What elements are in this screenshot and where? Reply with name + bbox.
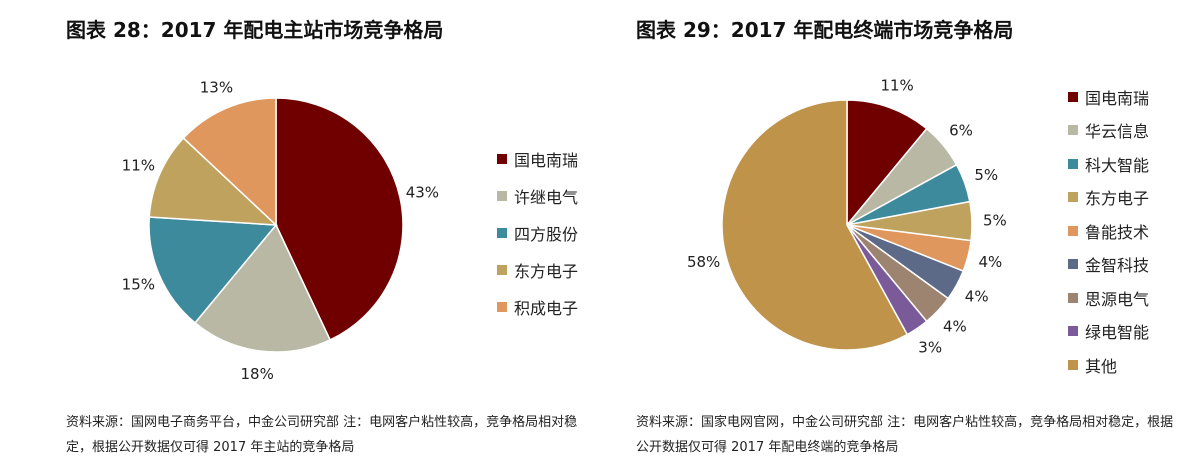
legend-item: 东方电子 bbox=[1068, 181, 1149, 215]
chart-title-left: 图表 28：2017 年配电主站市场竞争格局 bbox=[66, 18, 444, 42]
legend-item: 许继电气 bbox=[497, 177, 578, 214]
legend-swatch bbox=[497, 227, 507, 238]
pie-slice-积成电子 bbox=[182, 97, 277, 227]
legend-swatch bbox=[1068, 91, 1078, 102]
pie-slice-四方股份 bbox=[148, 216, 278, 324]
legend-swatch bbox=[1068, 326, 1078, 337]
legend-label: 思源电气 bbox=[1085, 289, 1150, 309]
legend-left: 国电南瑞许继电气四方股份东方电子积成电子 bbox=[497, 140, 578, 325]
legend-swatch bbox=[1068, 259, 1078, 270]
legend-item: 其他 bbox=[1068, 348, 1149, 382]
data-label: 13% bbox=[200, 78, 233, 96]
legend-item: 东方电子 bbox=[497, 251, 578, 288]
legend-label: 国电南瑞 bbox=[1085, 88, 1150, 108]
legend-item: 国电南瑞 bbox=[1068, 80, 1149, 114]
legend-swatch bbox=[1068, 359, 1078, 370]
pie-slice-国电南瑞 bbox=[846, 99, 928, 228]
legend-item: 鲁能技术 bbox=[1068, 214, 1149, 248]
legend-item: 绿电智能 bbox=[1068, 315, 1149, 349]
pie-slice-其他 bbox=[721, 99, 909, 351]
legend-label: 东方电子 bbox=[514, 261, 579, 281]
legend-label: 华云信息 bbox=[1085, 122, 1150, 142]
data-label: 58% bbox=[687, 253, 720, 271]
legend-swatch bbox=[1068, 192, 1078, 203]
legend-label: 鲁能技术 bbox=[1085, 222, 1150, 242]
source-note-right: 资料来源：国家电网官网，中金公司研究部 注：电网客户粘性较高，竞争格局相对稳定，… bbox=[636, 415, 1174, 455]
legend-swatch bbox=[1068, 292, 1078, 303]
chart-title-right: 图表 29：2017 年配电终端市场竞争格局 bbox=[636, 18, 1014, 42]
data-label: 6% bbox=[949, 122, 973, 140]
legend-swatch bbox=[497, 190, 507, 201]
data-label: 11% bbox=[122, 156, 155, 174]
legend-swatch bbox=[1068, 125, 1078, 136]
legend-label: 国电南瑞 bbox=[514, 150, 579, 170]
legend-label: 许继电气 bbox=[514, 187, 579, 207]
data-label: 4% bbox=[978, 253, 1002, 271]
data-label: 4% bbox=[965, 287, 989, 305]
data-label: 3% bbox=[918, 338, 942, 356]
data-label: 15% bbox=[122, 276, 155, 294]
pie-slice-东方电子 bbox=[148, 137, 279, 226]
pie-slice-国电南瑞 bbox=[275, 97, 404, 341]
legend-item: 科大智能 bbox=[1068, 147, 1149, 181]
legend-label: 积成电子 bbox=[514, 298, 579, 318]
legend-right: 国电南瑞华云信息科大智能东方电子鲁能技术金智科技思源电气绿电智能其他 bbox=[1068, 80, 1149, 382]
pie-slice-许继电气 bbox=[193, 223, 332, 353]
data-label: 4% bbox=[943, 317, 967, 335]
legend-item: 金智科技 bbox=[1068, 248, 1149, 282]
data-label: 11% bbox=[880, 77, 913, 95]
legend-swatch bbox=[497, 153, 507, 164]
legend-label: 其他 bbox=[1085, 356, 1118, 376]
source-note-left: 资料来源：国网电子商务平台，中金公司研究部 注：电网客户粘性较高，竞争格局相对稳… bbox=[66, 415, 578, 455]
legend-swatch bbox=[1068, 225, 1078, 236]
legend-label: 金智科技 bbox=[1085, 256, 1150, 276]
legend-swatch bbox=[497, 264, 507, 275]
legend-label: 科大智能 bbox=[1085, 155, 1150, 175]
data-label: 5% bbox=[983, 211, 1007, 229]
legend-label: 绿电智能 bbox=[1085, 323, 1150, 343]
data-label: 43% bbox=[406, 183, 439, 201]
data-label: 5% bbox=[974, 166, 998, 184]
legend-item: 积成电子 bbox=[497, 288, 578, 325]
legend-item: 国电南瑞 bbox=[497, 140, 578, 177]
data-label: 18% bbox=[241, 365, 274, 383]
legend-swatch bbox=[1068, 158, 1078, 169]
legend-swatch bbox=[497, 301, 507, 312]
legend-item: 思源电气 bbox=[1068, 281, 1149, 315]
legend-label: 东方电子 bbox=[1085, 189, 1150, 209]
legend-item: 华云信息 bbox=[1068, 114, 1149, 148]
legend-label: 四方股份 bbox=[514, 224, 579, 244]
legend-item: 四方股份 bbox=[497, 214, 578, 251]
